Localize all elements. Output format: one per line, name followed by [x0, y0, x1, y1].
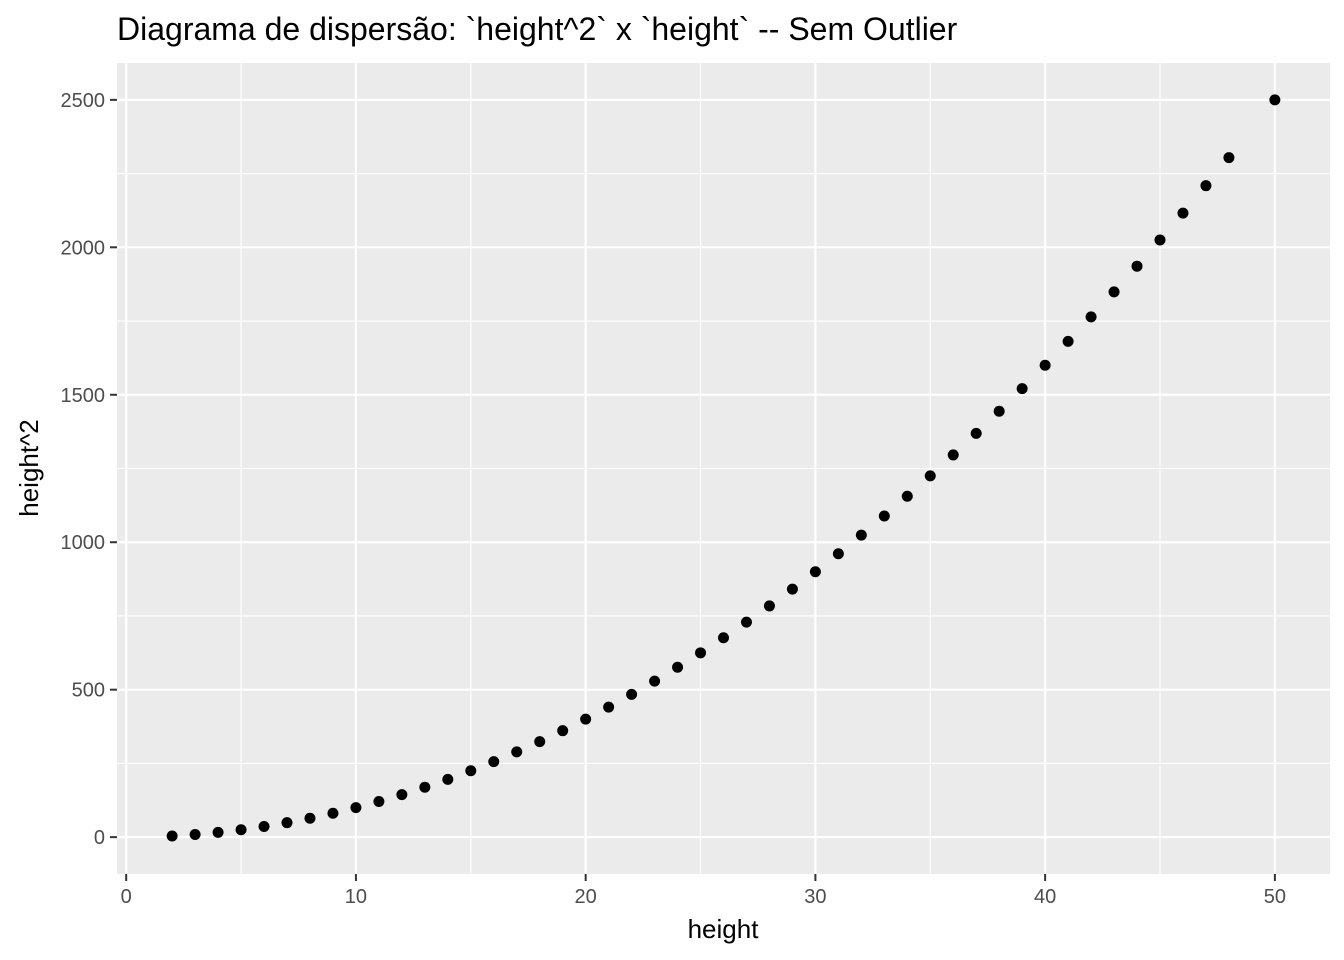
data-point: [511, 746, 523, 758]
data-point: [718, 632, 729, 644]
data-point: [855, 529, 867, 541]
data-point: [695, 647, 707, 659]
data-point: [970, 427, 982, 439]
chart-title: Diagrama de dispersão: `height^2` x `hei…: [117, 11, 958, 47]
data-point: [235, 824, 247, 836]
data-point: [281, 817, 293, 829]
data-point: [993, 405, 1005, 417]
y-tick-label: 2000: [61, 237, 106, 259]
x-axis-title: height: [688, 914, 760, 944]
data-point: [1200, 180, 1212, 192]
data-point: [901, 490, 913, 502]
data-point: [212, 826, 224, 838]
y-tick-label: 500: [72, 680, 105, 702]
data-point: [1154, 234, 1166, 246]
data-point: [878, 510, 890, 522]
data-point: [189, 828, 201, 840]
data-point: [672, 661, 684, 673]
data-point: [1039, 359, 1051, 371]
data-point: [809, 566, 821, 578]
x-tick-label: 10: [345, 886, 367, 908]
data-point: [1131, 260, 1143, 272]
y-axis-title: height^2: [14, 419, 44, 517]
data-points: [166, 94, 1281, 842]
data-point: [534, 736, 546, 748]
y-tick-label: 2500: [61, 90, 106, 112]
data-point: [373, 795, 385, 807]
data-point: [832, 548, 844, 560]
data-point: [740, 616, 752, 628]
x-tick-label: 40: [1034, 886, 1056, 908]
data-point: [1085, 311, 1097, 323]
data-point: [396, 789, 408, 801]
data-point: [580, 713, 592, 725]
data-point: [626, 688, 638, 700]
data-point: [488, 756, 500, 768]
y-tick-label: 1500: [61, 385, 106, 407]
minor-gridlines: [117, 63, 1330, 874]
data-point: [1108, 286, 1120, 298]
data-point: [603, 701, 615, 713]
data-point: [1269, 94, 1281, 106]
data-point: [1223, 152, 1235, 164]
data-point: [1016, 383, 1028, 395]
data-point: [763, 600, 775, 612]
x-axis: 0 10 20 30 40 50: [121, 874, 1286, 908]
data-point: [327, 807, 339, 819]
data-point: [350, 802, 362, 814]
y-tick-label: 0: [94, 827, 105, 849]
x-tick-label: 50: [1264, 886, 1286, 908]
data-point: [304, 812, 316, 824]
data-point: [786, 583, 798, 595]
x-tick-label: 30: [804, 886, 826, 908]
data-point: [649, 675, 661, 687]
data-point: [557, 725, 569, 737]
data-point: [947, 449, 959, 461]
data-point: [258, 821, 270, 833]
data-point: [465, 765, 477, 777]
y-tick-label: 1000: [61, 532, 106, 554]
data-point: [166, 830, 178, 842]
data-point: [1062, 335, 1074, 347]
data-point: [419, 781, 431, 793]
major-gridlines: [117, 63, 1330, 874]
y-axis: 0 500 1000 1500 2000 2500: [61, 90, 117, 849]
x-tick-label: 20: [575, 886, 597, 908]
x-tick-label: 0: [121, 886, 132, 908]
data-point: [442, 773, 454, 785]
data-point: [924, 470, 936, 482]
data-point: [1177, 207, 1189, 219]
